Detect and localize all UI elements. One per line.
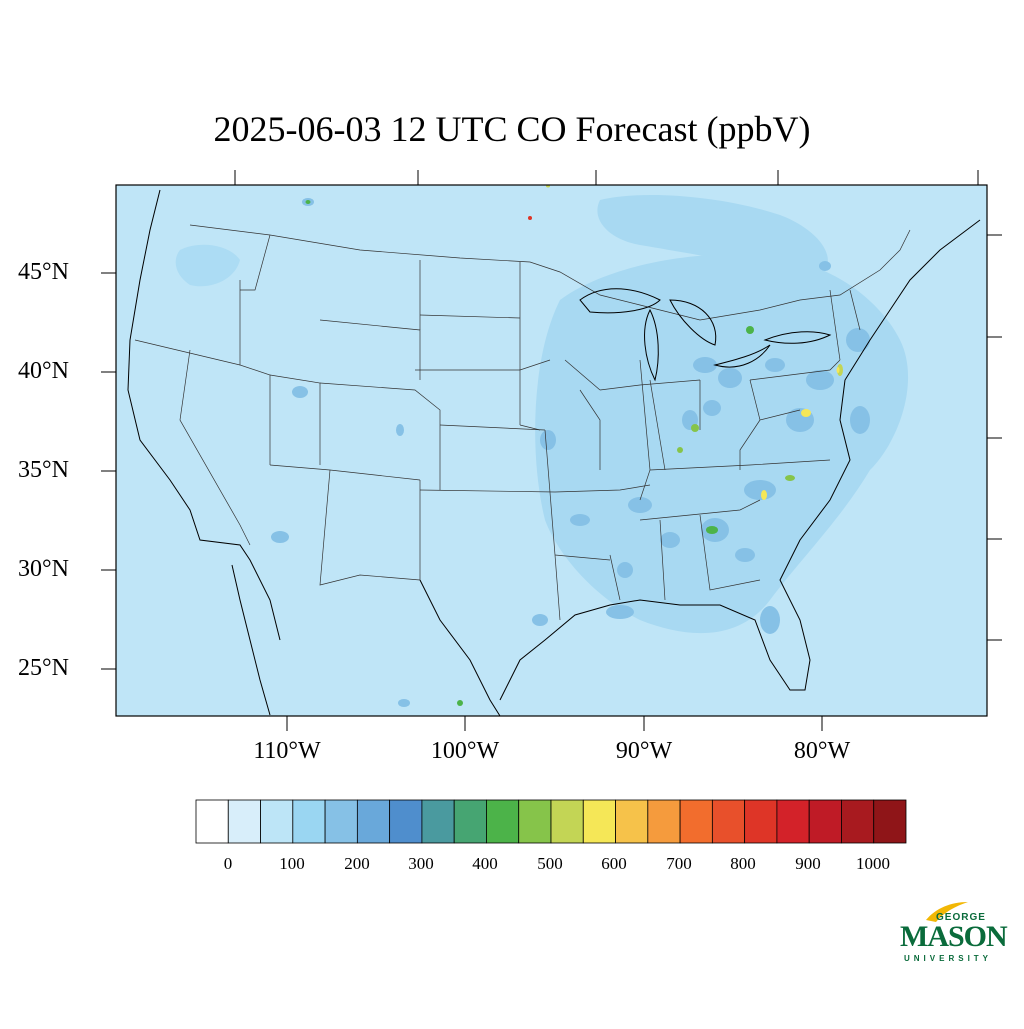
- lon-label-90w: 90°W: [615, 738, 673, 764]
- colorbar-swatch: [615, 799, 649, 844]
- colorbar-label: 300: [408, 854, 434, 873]
- colorbar-label: 0: [223, 854, 233, 873]
- top-ticks: [234, 170, 979, 185]
- lon-label-80w: 80°W: [793, 738, 851, 764]
- colorbar-label: 800: [730, 854, 756, 873]
- lat-label-40: 40°N: [18, 358, 69, 384]
- colorbar-swatch: [808, 799, 842, 844]
- logo-university-text: UNIVERSITY: [904, 954, 993, 963]
- lat-label-35: 35°N: [18, 457, 69, 483]
- colorbar-label: 400: [472, 854, 498, 873]
- university-logo: GEORGE MASON UNIVERSITY: [896, 900, 1008, 970]
- colorbar-label: 700: [666, 854, 692, 873]
- lat-label-45: 45°N: [18, 259, 69, 285]
- colorbar-swatch: [776, 799, 810, 844]
- colorbar-label: 500: [537, 854, 563, 873]
- colorbar-swatch: [518, 799, 552, 844]
- colorbar-swatch: [744, 799, 778, 844]
- colorbar-swatch: [389, 799, 423, 844]
- logo-mason-text: MASON: [900, 920, 1008, 953]
- colorbar-swatch: [260, 799, 294, 844]
- logo-george-text: GEORGE: [936, 912, 986, 923]
- colorbar-swatch: [647, 799, 681, 844]
- colorbar-swatch: [486, 799, 520, 844]
- coastlines: [127, 189, 981, 717]
- colorbar-swatch: [841, 799, 875, 844]
- lat-label-30: 30°N: [18, 556, 69, 582]
- colorbar-swatch: [711, 799, 746, 844]
- state-borders: [134, 224, 911, 621]
- colorbar-swatch: [873, 799, 907, 844]
- colorbar-label: 600: [601, 854, 627, 873]
- bottom-ticks: [286, 716, 823, 731]
- colorbar-swatch: [292, 799, 326, 844]
- colorbar-label: 100: [279, 854, 305, 873]
- lon-label-110w: 110°W: [253, 738, 321, 764]
- colorbar-swatch: [453, 799, 487, 844]
- logo-swoosh-icon: [926, 902, 968, 922]
- lat-label-25: 25°N: [18, 655, 69, 681]
- colorbar-label: 900: [795, 854, 821, 873]
- colorbar-label: 1000: [856, 854, 890, 873]
- left-ticks: [101, 272, 116, 670]
- colorbar: [195, 799, 907, 844]
- colorbar-swatch: [550, 799, 584, 844]
- co-field-moderate: [175, 195, 909, 634]
- colorbar-swatch: [679, 799, 713, 844]
- map-title: 2025-06-03 12 UTC CO Forecast (ppbV): [213, 109, 811, 149]
- colorbar-swatch: [195, 799, 229, 844]
- lon-label-100w: 100°W: [430, 738, 500, 764]
- colorbar-label: 200: [344, 854, 370, 873]
- colorbar-swatch: [227, 799, 261, 844]
- map-frame: [115, 184, 988, 717]
- colorbar-swatch: [356, 799, 391, 844]
- colorbar-swatch: [421, 799, 455, 844]
- colorbar-swatch: [324, 799, 358, 844]
- right-ticks: [987, 234, 1002, 641]
- colorbar-swatch: [582, 799, 616, 844]
